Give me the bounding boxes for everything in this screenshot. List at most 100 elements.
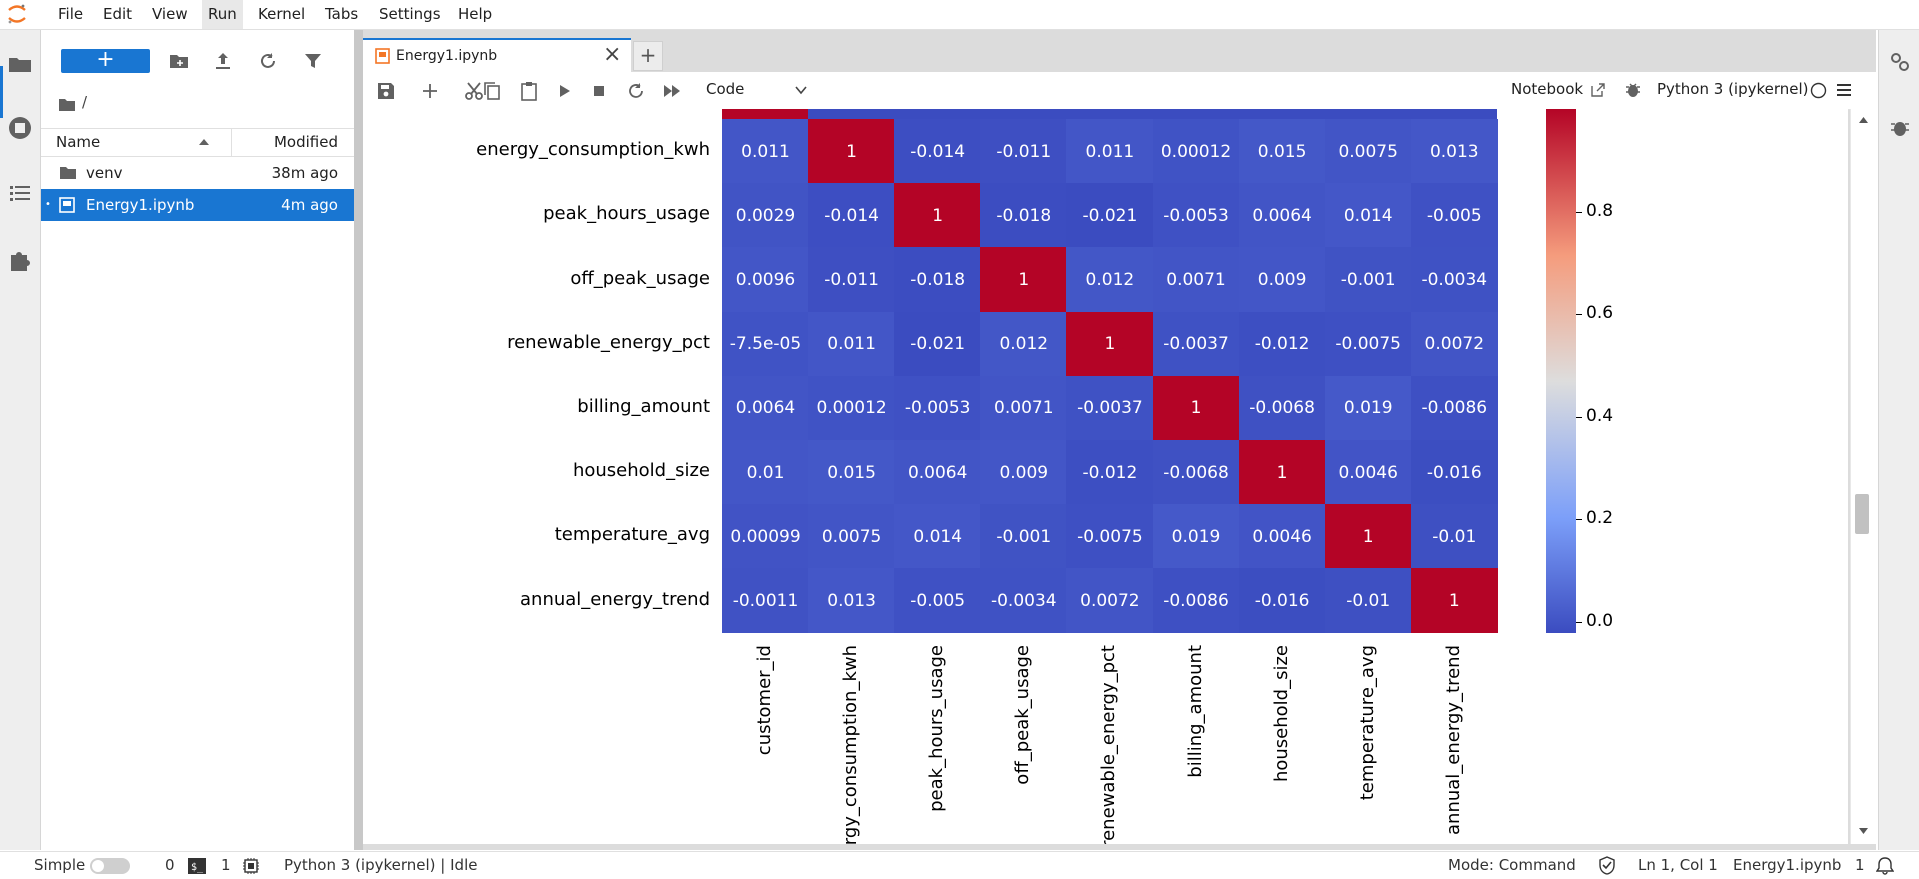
- heatmap-cell: 0.019: [1152, 504, 1240, 570]
- heatmap-cell: 0.013: [1410, 119, 1498, 184]
- kernel-name[interactable]: Python 3 (ipykernel): [1657, 80, 1809, 98]
- cell-type-dropdown[interactable]: Code: [706, 80, 745, 98]
- heatmap-cell: 0.009: [980, 440, 1068, 505]
- file-row[interactable]: venv 38m ago: [41, 157, 354, 189]
- open-external-icon[interactable]: [1590, 82, 1606, 98]
- jupyter-logo-icon: [8, 4, 26, 24]
- file-name: Energy1.ipynb: [86, 196, 195, 214]
- copy-icon[interactable]: [481, 80, 503, 102]
- heatmap-cell: 0.00099: [722, 504, 809, 570]
- heatmap-col-label: annual_energy_trend: [1442, 644, 1464, 835]
- filter-icon[interactable]: [302, 50, 324, 72]
- menu-tabs[interactable]: Tabs: [325, 5, 359, 23]
- debugger-panel-icon[interactable]: [1888, 116, 1912, 140]
- heatmap-cell: -0.021: [1066, 183, 1154, 249]
- column-name-header[interactable]: Name: [56, 133, 101, 151]
- heatmap-cell: -0.018: [980, 183, 1068, 249]
- menu-icon[interactable]: [1836, 82, 1852, 98]
- colorbar-tick-label: 0.0: [1586, 610, 1614, 631]
- insert-cell-icon[interactable]: [419, 80, 441, 102]
- kernel-chip-icon[interactable]: [242, 857, 260, 875]
- menu-run[interactable]: Run: [202, 0, 243, 29]
- refresh-icon[interactable]: [257, 50, 279, 72]
- heatmap-cell: 0.0071: [980, 375, 1068, 441]
- property-inspector-icon[interactable]: [1888, 50, 1912, 74]
- notebook-label[interactable]: Notebook: [1511, 80, 1584, 98]
- heatmap-cell: 1: [980, 247, 1068, 313]
- column-modified-header[interactable]: Modified: [273, 133, 338, 151]
- heatmap-row-label: temperature_avg: [554, 524, 710, 546]
- scroll-thumb[interactable]: [1855, 494, 1869, 534]
- heatmap-cell: 0.0029: [722, 183, 809, 249]
- heatmap-cell: 0.0064: [722, 375, 809, 441]
- heatmap-cell: 0.0046: [1324, 440, 1412, 505]
- cursor-position[interactable]: Ln 1, Col 1: [1638, 856, 1718, 874]
- colorbar-tick-mark: [1576, 211, 1582, 213]
- file-name: venv: [86, 164, 123, 182]
- menu-edit[interactable]: Edit: [103, 5, 133, 23]
- cut-icon[interactable]: [463, 80, 485, 102]
- colorbar-tick-mark: [1576, 621, 1582, 623]
- heatmap-cell: 0.0075: [808, 504, 896, 570]
- notebook-content: energy_consumption_kwh 0.011 1 -0.014 -0.011…: [363, 109, 1848, 844]
- scroll-up-icon[interactable]: [1858, 116, 1869, 124]
- running-icon[interactable]: [6, 114, 34, 142]
- sort-ascending-icon[interactable]: [198, 138, 210, 146]
- run-cell-icon[interactable]: [553, 80, 575, 102]
- chevron-down-icon[interactable]: [795, 85, 807, 95]
- menu-kernel[interactable]: Kernel: [258, 5, 306, 23]
- heatmap-col-label: rgy_consumption_kwh: [840, 644, 862, 844]
- terminal-icon[interactable]: $_: [188, 858, 206, 874]
- restart-run-all-icon[interactable]: [661, 80, 683, 102]
- heatmap-cell: 1: [1238, 440, 1326, 505]
- heatmap-col-label: household_size: [1270, 644, 1292, 782]
- folder-icon[interactable]: [6, 50, 34, 78]
- new-folder-icon[interactable]: [168, 50, 190, 72]
- heatmap-cell: -0.011: [808, 247, 896, 313]
- heatmap-cell: -0.011: [980, 119, 1068, 184]
- heatmap-cell: 0.00012: [1152, 119, 1240, 184]
- table-of-contents-icon[interactable]: [6, 180, 34, 208]
- add-tab-button[interactable]: +: [633, 41, 663, 71]
- heatmap-cell-partial: [722, 109, 809, 119]
- colorbar: [1546, 109, 1576, 633]
- tab-close-icon[interactable]: ×: [603, 42, 622, 67]
- heatmap-cell: 0.011: [722, 119, 809, 184]
- debugger-icon[interactable]: [1624, 81, 1642, 99]
- tab-energy1-notebook[interactable]: Energy1.ipynb ×: [363, 38, 631, 74]
- notebook-icon: [59, 197, 75, 213]
- heatmap-cell: -0.0037: [1152, 311, 1240, 377]
- extensions-icon[interactable]: [6, 246, 34, 274]
- file-row[interactable]: • Energy1.ipynb 4m ago: [41, 189, 354, 221]
- new-launcher-button[interactable]: +: [61, 49, 150, 73]
- upload-icon[interactable]: [212, 50, 234, 72]
- heatmap-cell: 0.015: [808, 440, 896, 505]
- colorbar-tick-mark: [1576, 519, 1582, 521]
- heatmap-cell: -0.0086: [1410, 375, 1498, 441]
- heatmap-cell: -0.005: [894, 568, 982, 634]
- notebook-scrollbar[interactable]: [1850, 109, 1877, 844]
- paste-icon[interactable]: [518, 80, 540, 102]
- scroll-down-icon[interactable]: [1858, 827, 1869, 835]
- simple-mode-toggle[interactable]: [90, 858, 130, 874]
- panel-splitter[interactable]: [354, 30, 363, 850]
- heatmap-col-label: customer_id: [754, 644, 776, 755]
- kernel-status[interactable]: Python 3 (ipykernel) | Idle: [284, 856, 478, 874]
- breadcrumb-folder-icon[interactable]: [58, 96, 76, 112]
- heatmap-cell: 0.011: [1066, 119, 1154, 184]
- bell-icon[interactable]: [1876, 856, 1894, 875]
- colorbar-tick-label: 0.8: [1586, 200, 1614, 221]
- interrupt-kernel-icon[interactable]: [588, 80, 610, 102]
- security-check-icon[interactable]: [1598, 856, 1616, 875]
- menu-view[interactable]: View: [152, 5, 188, 23]
- menu-help[interactable]: Help: [458, 5, 493, 23]
- menu-file[interactable]: File: [58, 5, 84, 23]
- menu-settings[interactable]: Settings: [379, 5, 441, 23]
- restart-kernel-icon[interactable]: [625, 80, 647, 102]
- save-icon[interactable]: [375, 80, 397, 102]
- heatmap-cell: 0.0072: [1410, 311, 1498, 377]
- breadcrumb[interactable]: /: [82, 93, 88, 111]
- heatmap-cell: -0.016: [1410, 440, 1498, 505]
- heatmap-cell: 1: [1152, 375, 1240, 441]
- heatmap-cell: -0.001: [1324, 247, 1412, 313]
